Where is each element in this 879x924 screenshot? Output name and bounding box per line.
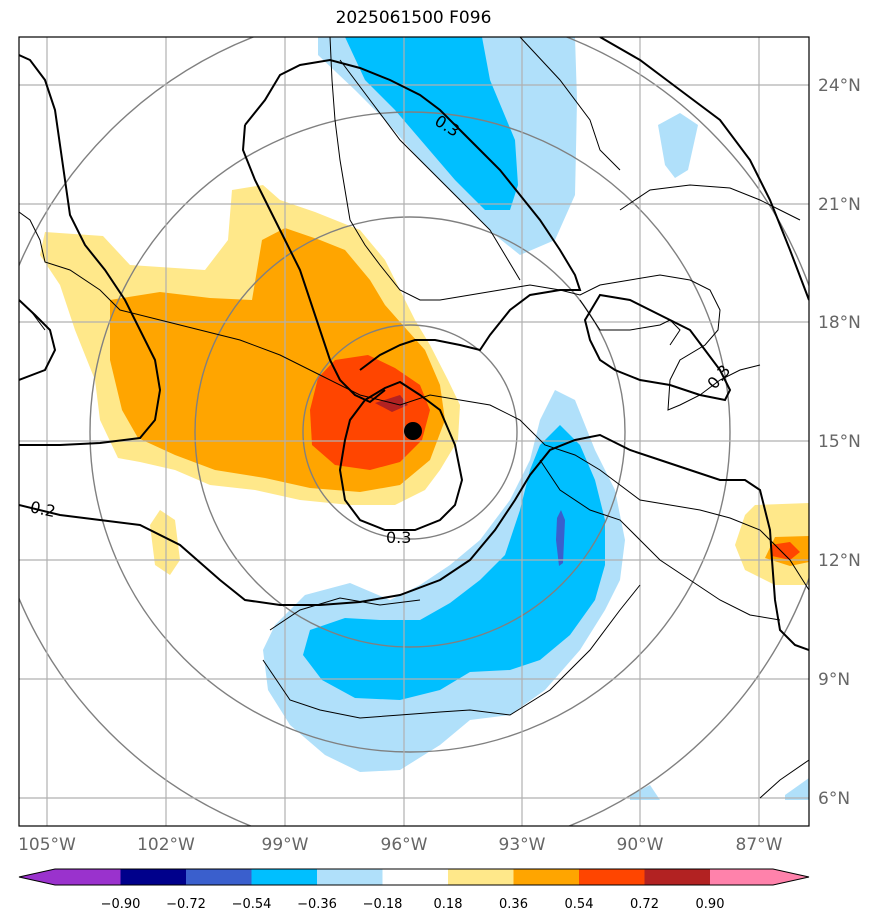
contour-0p3-left — [241, 124, 386, 404]
colorbar-bin-2 — [120, 869, 186, 885]
colorbar-tick-6: 0.18 — [434, 897, 463, 912]
coast-pacific-lower — [759, 759, 809, 799]
colorbar-tick-1: −0.90 — [101, 897, 141, 912]
contour-0p3-east — [583, 293, 732, 402]
range-ring-3 — [89, 111, 731, 753]
colorbar-bin-10 — [644, 869, 710, 885]
lon-label-102w: 102°W — [137, 835, 195, 855]
lon-label-105w: 105°W — [18, 835, 76, 855]
map-frame — [18, 36, 810, 827]
positive-anomaly-max — [375, 395, 408, 412]
lat-label-6n: 6°N — [818, 789, 850, 809]
lat-label-15n: 15°N — [818, 432, 861, 452]
colorbar: −0.90 −0.72 −0.54 −0.36 −0.18 0.18 0.36 … — [18, 868, 810, 912]
lat-label-18n: 18°N — [818, 313, 861, 333]
negative-anomaly-light-corner — [785, 778, 809, 800]
contour-0p3-north — [244, 58, 582, 371]
colorbar-bin-1 — [55, 869, 121, 885]
contours — [19, 37, 809, 651]
colorbar-tick-7: 0.36 — [499, 897, 528, 912]
colorbar-bin-7 — [448, 869, 514, 885]
colorbar-bin-6 — [382, 869, 448, 885]
lat-label-9n: 9°N — [818, 670, 850, 690]
contour-label-west: 0.2 — [28, 497, 57, 521]
contour-0p2-nw — [19, 299, 57, 381]
colorbar-outline — [18, 868, 810, 886]
range-ring-2 — [194, 216, 626, 648]
lat-label-12n: 12°N — [818, 551, 861, 571]
colorbar-tick-4: −0.36 — [297, 897, 337, 912]
negative-anomaly-dark-south — [303, 425, 605, 700]
map-title: 2025061500 F096 — [335, 8, 492, 28]
coast-cuba — [619, 184, 801, 221]
colorbar-tick-3: −0.54 — [232, 897, 272, 912]
contour-0p3-storm — [338, 380, 464, 531]
colorbar-tick-9: 0.72 — [630, 897, 659, 912]
positive-anomaly-strong-east — [770, 542, 800, 560]
colorbar-bin-9 — [579, 869, 645, 885]
colorbar-bin-3 — [186, 869, 252, 885]
lon-label-99w: 99°W — [262, 835, 309, 855]
negative-anomaly-light-small — [658, 113, 698, 178]
colorbar-bin-8 — [513, 869, 579, 885]
colorbar-bin-4 — [251, 869, 317, 885]
lon-label-93w: 93°W — [499, 835, 546, 855]
coast-florida — [339, 59, 521, 281]
colorbar-tick-2: −0.72 — [166, 897, 206, 912]
negative-anomaly-core — [556, 510, 565, 566]
colorbar-extend-max — [773, 869, 809, 885]
map-plot-area: 0.3 0.3 0.3 0.2 — [19, 37, 809, 826]
colorbar-tick-8: 0.54 — [565, 897, 594, 912]
coast-central-america — [539, 459, 781, 621]
coast-yucatan — [579, 299, 681, 346]
colorbar-bin-11 — [710, 869, 773, 885]
coast-gulf-of-mexico — [329, 37, 761, 411]
range-rings — [19, 37, 809, 826]
range-ring-1 — [302, 324, 518, 540]
storm-center-marker — [404, 422, 422, 440]
contour-label-storm: 0.3 — [386, 528, 411, 547]
contour-0p2-west — [19, 54, 162, 446]
gridlines — [19, 37, 809, 826]
coastlines — [19, 37, 809, 799]
colorbar-extend-min — [19, 869, 55, 885]
colorbar-bin-5 — [317, 869, 383, 885]
coast-mexico-pacific — [19, 211, 809, 591]
lat-label-24n: 24°N — [818, 76, 861, 96]
contour-ne — [599, 37, 809, 301]
colorbar-tick-10: 0.90 — [696, 897, 725, 912]
positive-anomaly-light-small — [150, 510, 180, 575]
coast-south-2 — [269, 597, 421, 631]
contour-0p2-south — [19, 433, 809, 651]
lon-label-87w: 87°W — [736, 835, 783, 855]
lon-label-90w: 90°W — [617, 835, 664, 855]
colorbar-tick-5: −0.18 — [363, 897, 403, 912]
coast-south — [262, 584, 641, 719]
coast-ne — [519, 37, 621, 171]
lat-label-21n: 21°N — [818, 195, 861, 215]
lon-label-96w: 96°W — [381, 835, 428, 855]
negative-anomaly-light-corner2 — [630, 785, 660, 800]
